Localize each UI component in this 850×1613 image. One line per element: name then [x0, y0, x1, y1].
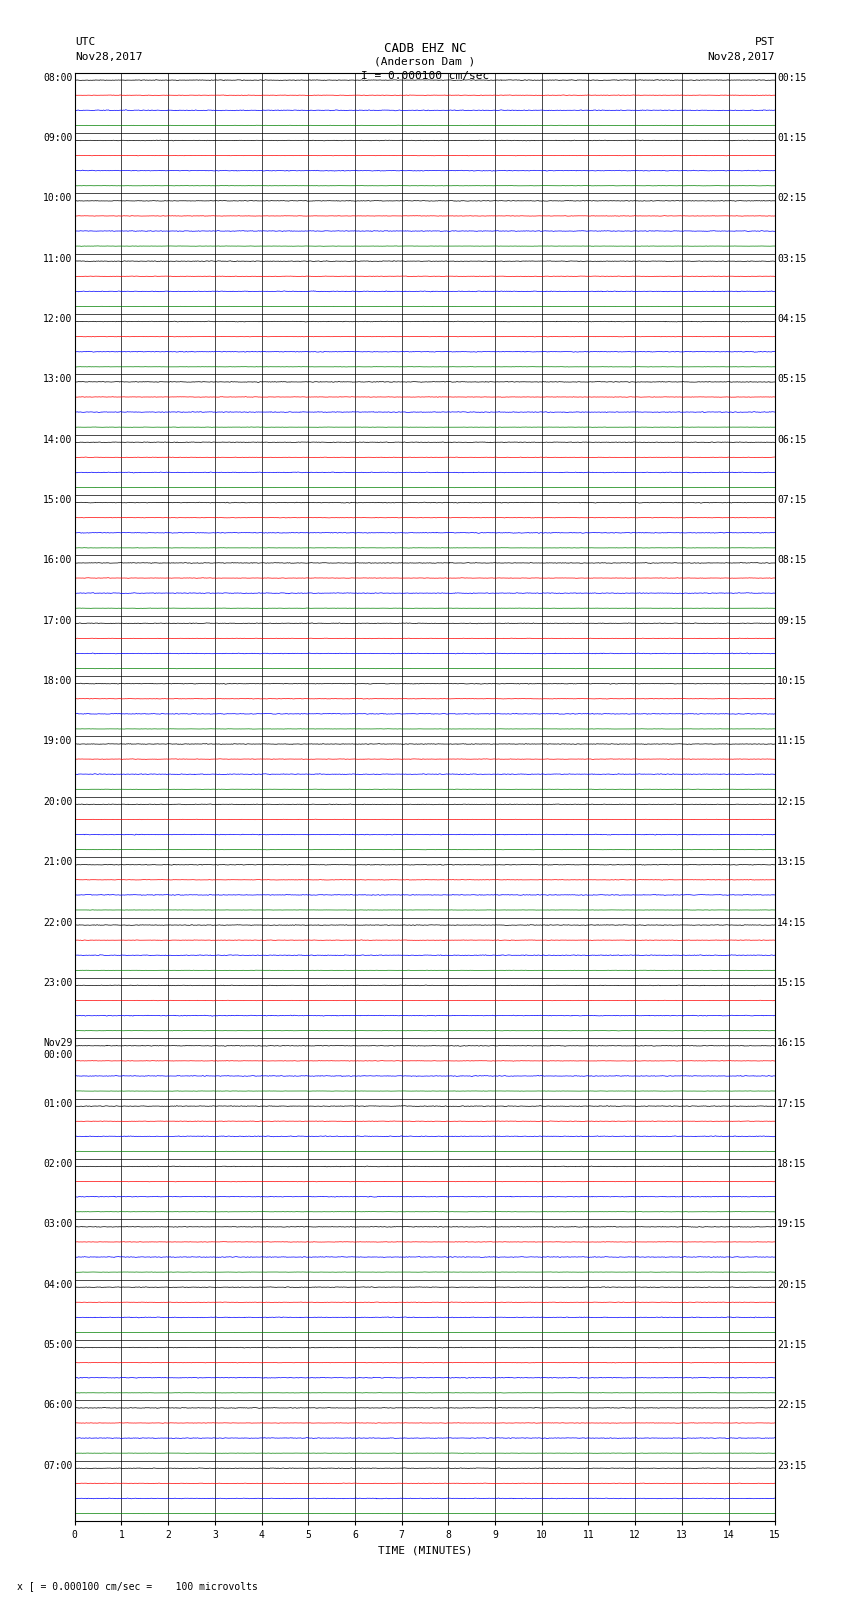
Text: 16:00: 16:00 [43, 555, 73, 566]
Text: 01:00: 01:00 [43, 1098, 73, 1108]
Text: 09:00: 09:00 [43, 132, 73, 144]
Text: 15:00: 15:00 [43, 495, 73, 505]
Text: 08:00: 08:00 [43, 73, 73, 82]
Text: UTC: UTC [75, 37, 95, 47]
Text: 10:15: 10:15 [777, 676, 807, 686]
Text: 08:15: 08:15 [777, 555, 807, 566]
Text: 13:00: 13:00 [43, 374, 73, 384]
Text: Nov28,2017: Nov28,2017 [75, 52, 142, 61]
Text: 17:00: 17:00 [43, 616, 73, 626]
Text: 23:00: 23:00 [43, 977, 73, 987]
Text: 23:15: 23:15 [777, 1461, 807, 1471]
Text: 12:15: 12:15 [777, 797, 807, 806]
Text: 04:15: 04:15 [777, 315, 807, 324]
Text: 10:00: 10:00 [43, 194, 73, 203]
Text: 13:15: 13:15 [777, 857, 807, 868]
Text: 05:15: 05:15 [777, 374, 807, 384]
Text: 19:15: 19:15 [777, 1219, 807, 1229]
Text: 15:15: 15:15 [777, 977, 807, 987]
Text: 18:15: 18:15 [777, 1158, 807, 1169]
Text: 17:15: 17:15 [777, 1098, 807, 1108]
Text: Nov29
00:00: Nov29 00:00 [43, 1039, 73, 1060]
Text: PST: PST [755, 37, 775, 47]
Text: 22:15: 22:15 [777, 1400, 807, 1410]
Text: 22:00: 22:00 [43, 918, 73, 927]
Text: 01:15: 01:15 [777, 132, 807, 144]
Text: CADB EHZ NC: CADB EHZ NC [383, 42, 467, 55]
Text: 11:15: 11:15 [777, 737, 807, 747]
Text: (Anderson Dam ): (Anderson Dam ) [374, 56, 476, 66]
Text: 20:15: 20:15 [777, 1279, 807, 1290]
Text: 06:00: 06:00 [43, 1400, 73, 1410]
Text: 21:15: 21:15 [777, 1340, 807, 1350]
Text: 03:00: 03:00 [43, 1219, 73, 1229]
Text: 14:15: 14:15 [777, 918, 807, 927]
Text: 04:00: 04:00 [43, 1279, 73, 1290]
Text: 11:00: 11:00 [43, 253, 73, 263]
Text: I = 0.000100 cm/sec: I = 0.000100 cm/sec [361, 71, 489, 81]
Text: x [ = 0.000100 cm/sec =    100 microvolts: x [ = 0.000100 cm/sec = 100 microvolts [17, 1581, 258, 1590]
Text: Nov28,2017: Nov28,2017 [708, 52, 775, 61]
Text: 18:00: 18:00 [43, 676, 73, 686]
Text: 02:15: 02:15 [777, 194, 807, 203]
Text: 06:15: 06:15 [777, 436, 807, 445]
Text: 02:00: 02:00 [43, 1158, 73, 1169]
Text: 21:00: 21:00 [43, 857, 73, 868]
Text: 07:00: 07:00 [43, 1461, 73, 1471]
Text: 20:00: 20:00 [43, 797, 73, 806]
Text: 19:00: 19:00 [43, 737, 73, 747]
Text: 03:15: 03:15 [777, 253, 807, 263]
Text: 14:00: 14:00 [43, 436, 73, 445]
Text: 05:00: 05:00 [43, 1340, 73, 1350]
Text: 12:00: 12:00 [43, 315, 73, 324]
X-axis label: TIME (MINUTES): TIME (MINUTES) [377, 1545, 473, 1555]
Text: 16:15: 16:15 [777, 1039, 807, 1048]
Text: 09:15: 09:15 [777, 616, 807, 626]
Text: 07:15: 07:15 [777, 495, 807, 505]
Text: 00:15: 00:15 [777, 73, 807, 82]
